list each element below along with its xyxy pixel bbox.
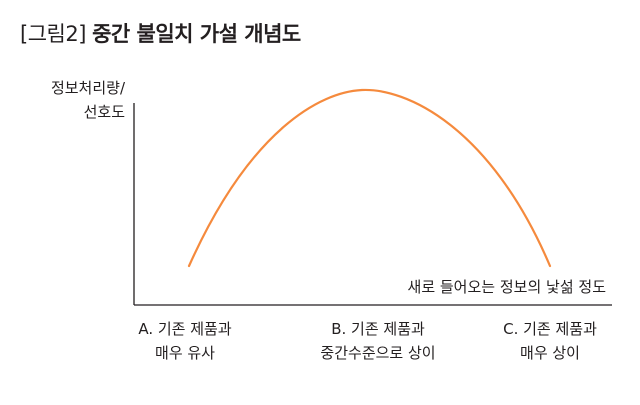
x-tick-c: C. 기존 제품과 매우 상이 xyxy=(503,317,597,365)
figure-tag: [그림2] xyxy=(20,22,86,46)
x-tick-b: B. 기존 제품과 중간수준으로 상이 xyxy=(320,317,435,365)
x-tick-b-line2: 중간수준으로 상이 xyxy=(320,344,436,362)
x-tick-a-line2: 매우 유사 xyxy=(155,344,215,362)
x-tick-b-line1: B. 기존 제품과 xyxy=(331,320,425,338)
figure-heading: 중간 불일치 가설 개념도 xyxy=(92,22,301,46)
figure-title: [그림2] 중간 불일치 가설 개념도 xyxy=(20,18,301,48)
x-tick-c-line2: 매우 상이 xyxy=(520,344,580,362)
x-tick-a: A. 기존 제품과 매우 유사 xyxy=(138,317,231,365)
y-axis-label: 정보처리량/ 선호도 xyxy=(51,76,125,124)
inverted-u-curve xyxy=(187,88,552,268)
x-axis-label: 새로 들어오는 정보의 낯섦 정도 xyxy=(407,278,606,296)
y-axis-label-line1: 정보처리량/ xyxy=(50,79,125,97)
x-tick-a-line1: A. 기존 제품과 xyxy=(138,320,232,338)
y-axis-label-line2: 선호도 xyxy=(83,103,125,121)
x-tick-c-line1: C. 기존 제품과 xyxy=(503,320,597,338)
